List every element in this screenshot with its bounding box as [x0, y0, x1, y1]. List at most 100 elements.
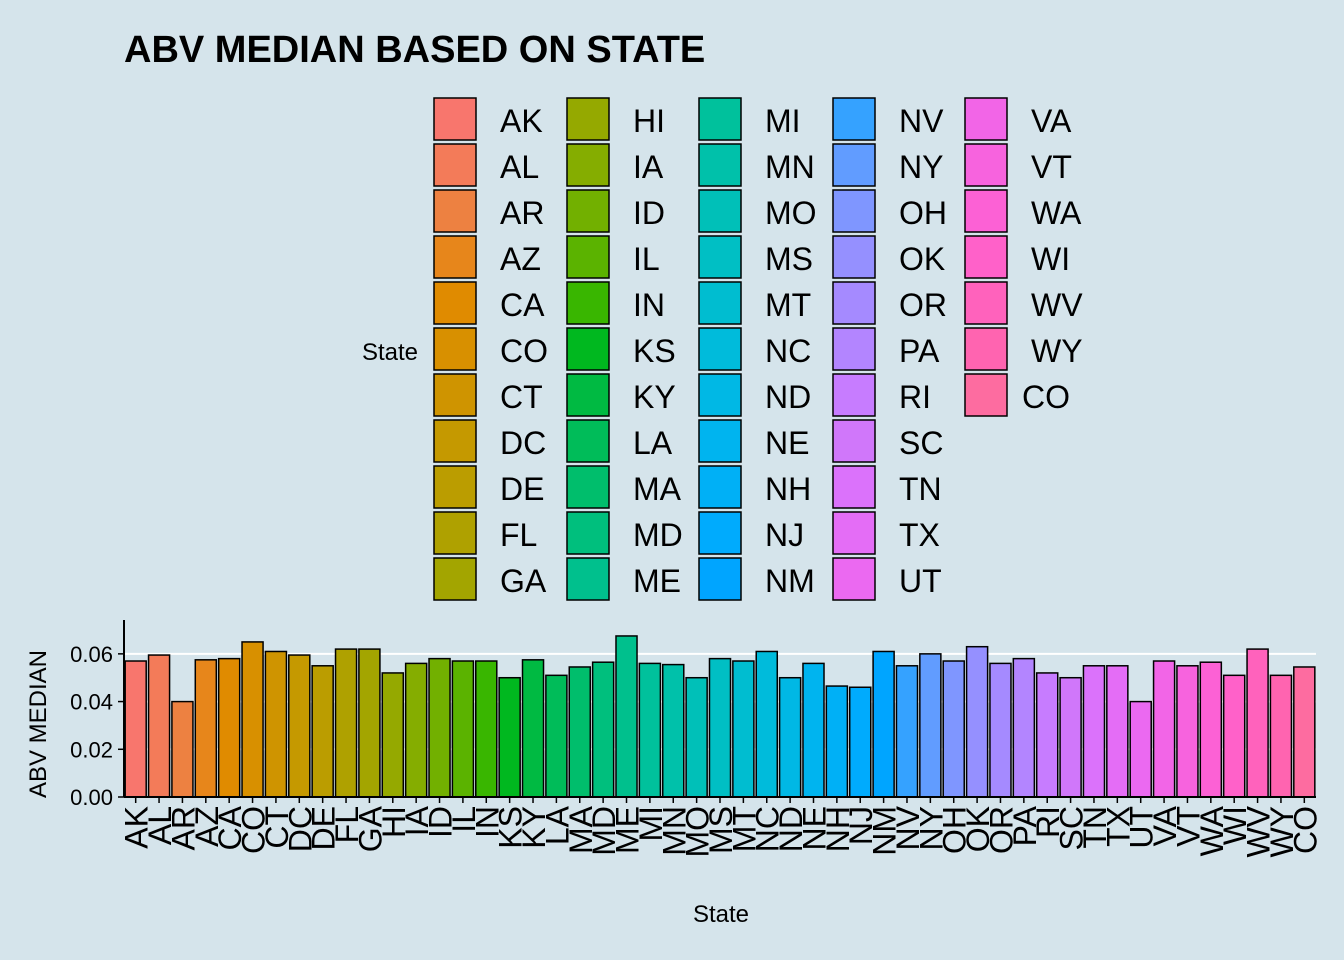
legend-key: [698, 189, 742, 233]
y-tick-label: 0.02: [70, 737, 113, 762]
legend-label: IN: [633, 287, 665, 323]
x-tick-label: RI: [1030, 806, 1066, 838]
legend-key: [832, 419, 876, 463]
plot-area: 0.000.020.040.06AKALARAZCACOCTDCDEFLGAHI…: [70, 620, 1323, 858]
legend-label: MD: [633, 517, 683, 553]
x-tick-label: CO: [236, 806, 272, 854]
bar: [171, 700, 194, 798]
legend-label: WV: [1031, 287, 1083, 323]
legend-label: KY: [633, 379, 676, 415]
bar: [1293, 666, 1316, 798]
legend-key: [566, 189, 610, 233]
legend-label: HI: [633, 103, 665, 139]
x-axis-label: State: [693, 901, 749, 928]
legend-label: TN: [899, 471, 942, 507]
legend-label: GA: [500, 563, 547, 599]
legend-key: [832, 143, 876, 187]
bar: [428, 657, 451, 798]
legend-label: MS: [765, 241, 813, 277]
bar: [755, 650, 779, 798]
legend-title: State: [362, 339, 418, 366]
bar: [1246, 648, 1269, 798]
x-tick-label: WA: [1194, 805, 1230, 856]
legend-label: MO: [765, 195, 817, 231]
bar: [1269, 674, 1293, 798]
bar: [194, 659, 218, 798]
x-tick-label: KS: [493, 806, 529, 849]
legend-key: [433, 281, 477, 325]
legend-label: MA: [633, 471, 682, 507]
legend-label: AL: [500, 149, 539, 185]
x-tick-label: ME: [610, 806, 646, 854]
bar: [965, 645, 989, 798]
x-tick-label: NC: [750, 806, 786, 852]
legend-label: TX: [899, 517, 940, 553]
legend-label: NH: [765, 471, 811, 507]
bar: [568, 666, 592, 798]
bar: [615, 635, 638, 798]
bar: [638, 662, 662, 798]
legend-key: [698, 511, 742, 555]
legend-key: [964, 281, 1008, 325]
legend-label: NC: [765, 333, 811, 369]
legend-key: [566, 235, 610, 279]
legend-key: [832, 235, 876, 279]
y-axis-label: ABV MEDIAN: [25, 650, 52, 798]
legend-label: RI: [899, 379, 931, 415]
legend-label: UT: [899, 563, 942, 599]
legend-key: [964, 373, 1008, 417]
legend-label: VA: [1031, 103, 1072, 139]
legend-label: CT: [500, 379, 543, 415]
legend-key: [433, 189, 477, 233]
x-tick-label: NV: [890, 805, 926, 850]
bar: [1129, 700, 1152, 798]
legend-key: [832, 97, 876, 141]
x-tick-label: OH: [937, 806, 973, 854]
legend-key: [566, 143, 610, 187]
legend-key: [964, 327, 1008, 371]
x-tick-label: MA: [563, 805, 599, 854]
legend-key: [832, 557, 876, 601]
bar: [1012, 657, 1036, 798]
legend-label: KS: [633, 333, 676, 369]
bar: [521, 659, 545, 798]
bar: [802, 662, 825, 798]
legend-key: [698, 465, 742, 509]
x-tick-label: IN: [469, 806, 505, 838]
x-tick-label: MO: [680, 806, 716, 858]
legend-key: [698, 419, 742, 463]
bar: [124, 660, 147, 798]
bar: [311, 665, 334, 798]
x-tick-label: NJ: [843, 806, 879, 845]
bar: [381, 672, 405, 798]
legend-key: [832, 281, 876, 325]
bar: [919, 653, 942, 798]
legend-label: SC: [899, 425, 943, 461]
x-tick-label: SC: [1054, 806, 1090, 850]
x-tick-label: IL: [446, 806, 482, 833]
x-tick-label: OK: [960, 806, 996, 852]
legend-label: DE: [500, 471, 544, 507]
legend-key: [964, 97, 1008, 141]
legend-key: [433, 97, 477, 141]
legend-label: AZ: [500, 241, 541, 277]
x-tick-label: MI: [633, 806, 669, 842]
legend-key: [832, 465, 876, 509]
legend-key: [964, 235, 1008, 279]
x-tick-label: NM: [867, 806, 903, 856]
legend-key: [566, 419, 610, 463]
x-tick-label: WV: [1241, 805, 1277, 857]
legend: AK AL AR AZ CA CO CT DC DE FL GA HI IA ID IL IN KS KY LA MA…: [433, 97, 1083, 601]
legend-label: IA: [633, 149, 664, 185]
bar: [1199, 661, 1223, 798]
legend-label: CA: [500, 287, 545, 323]
x-tick-label: GA: [352, 805, 388, 852]
bar: [1106, 665, 1129, 798]
legend-key: [433, 465, 477, 509]
legend-key: [433, 557, 477, 601]
bar: [404, 662, 428, 798]
legend-key: [566, 97, 610, 141]
bar: [217, 657, 241, 798]
bar: [241, 641, 264, 798]
